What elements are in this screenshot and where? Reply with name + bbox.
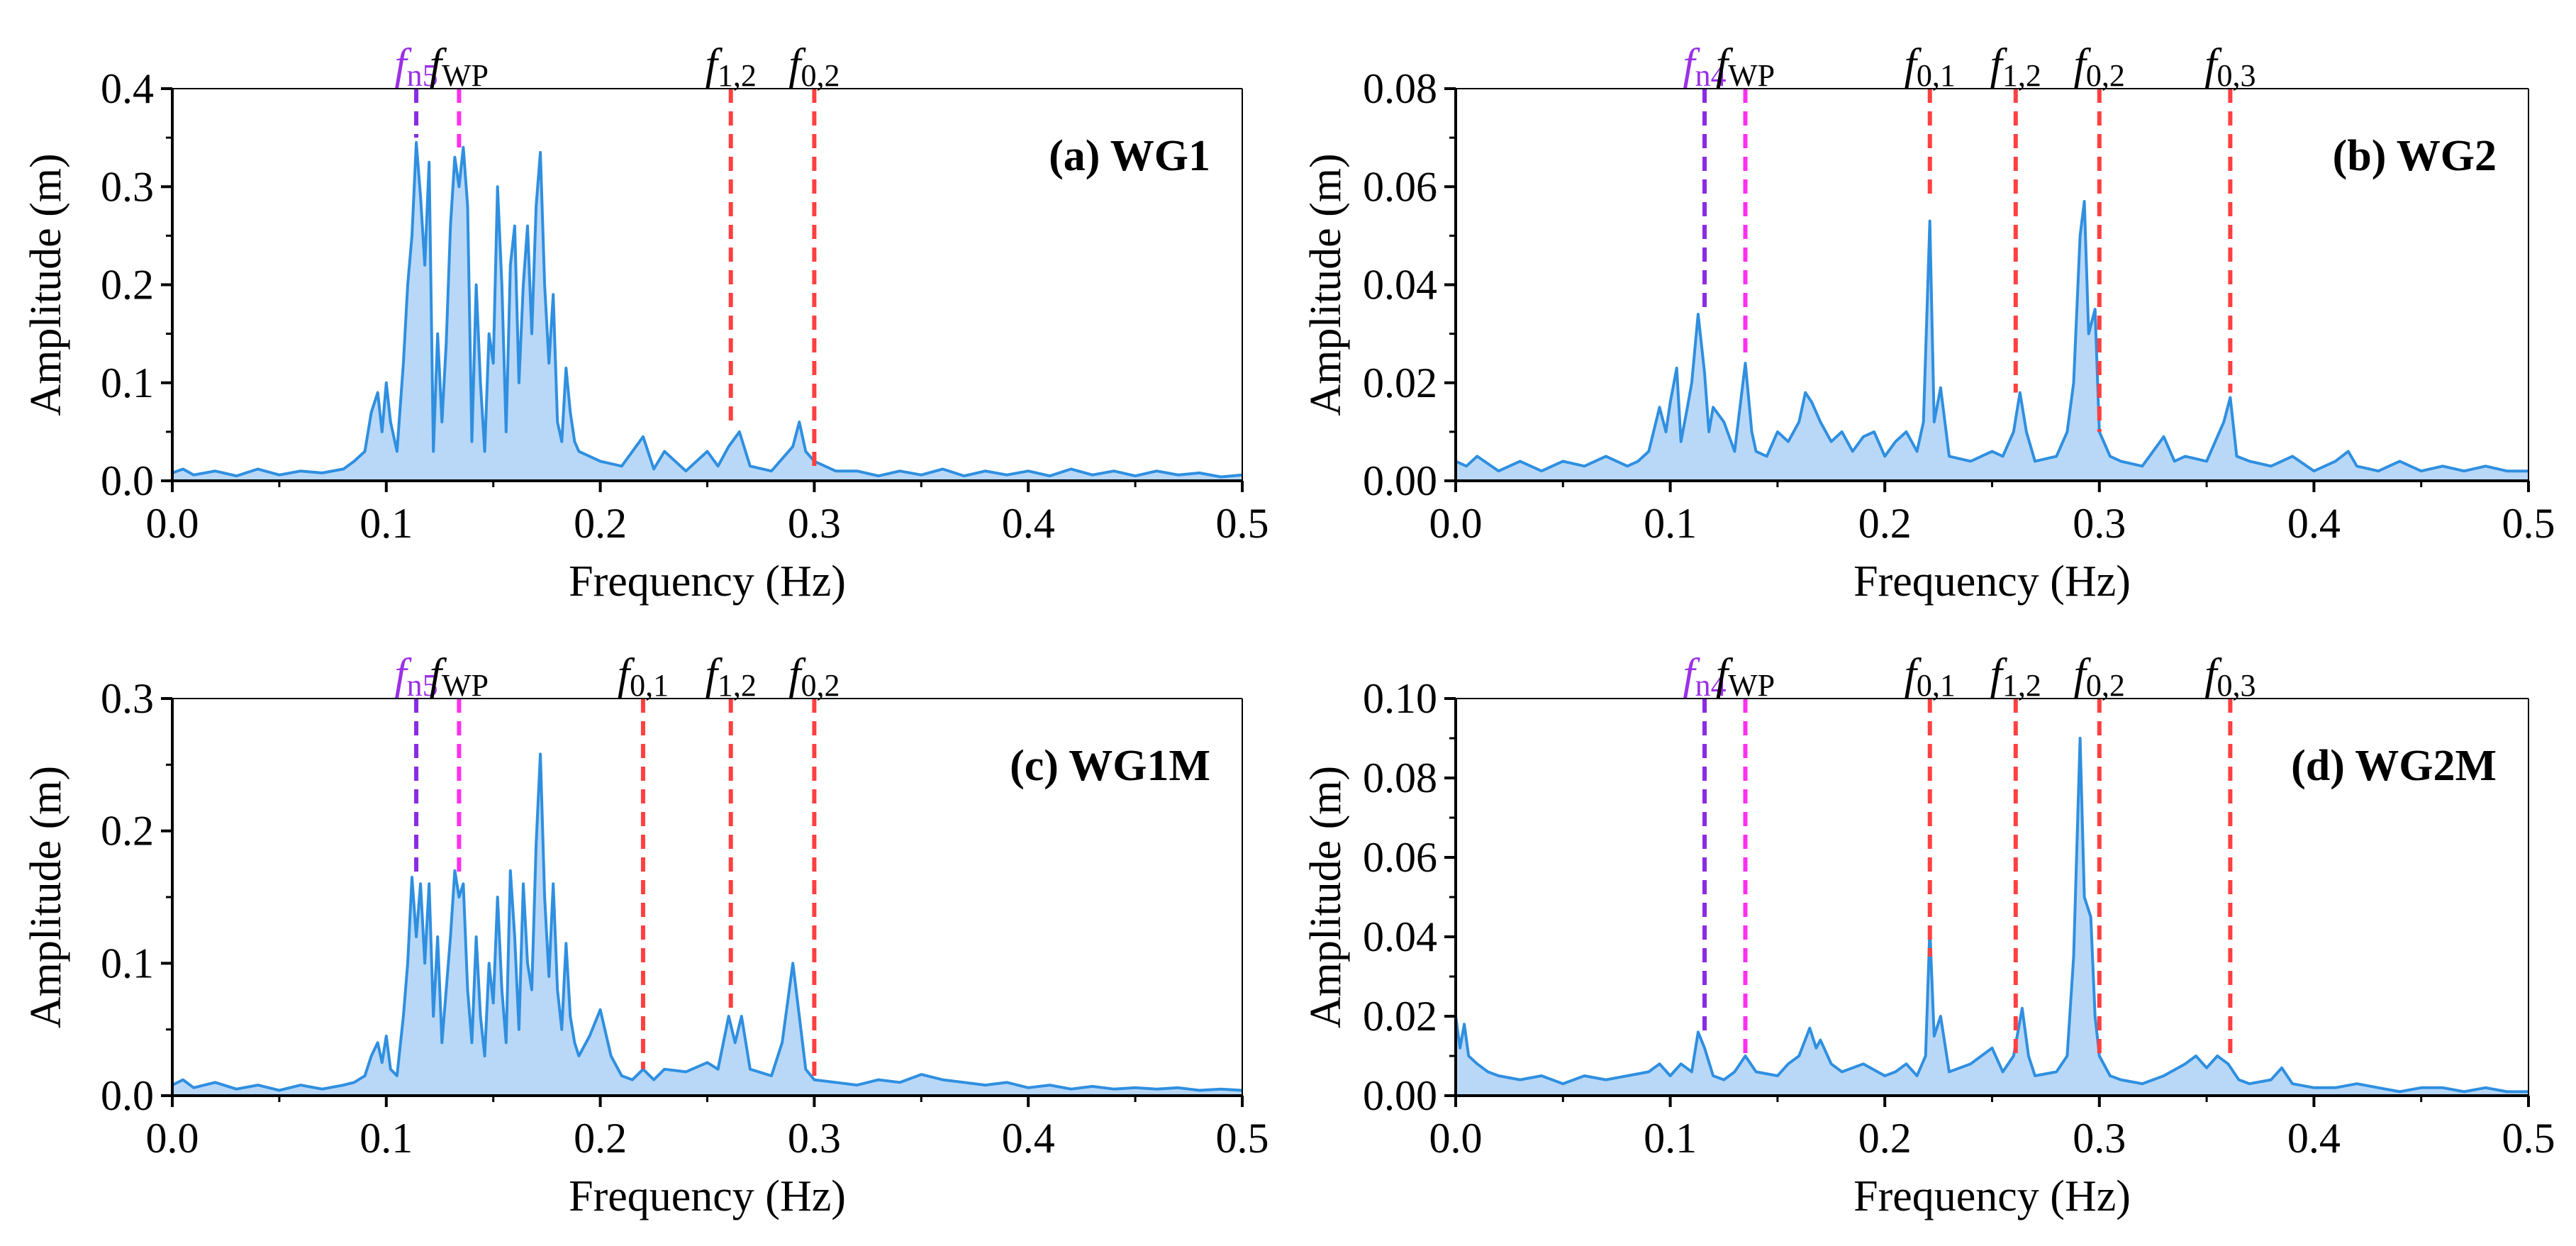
x-tick-label: 0.0: [146, 1115, 199, 1162]
series-line: [172, 141, 1243, 479]
x-tick-label: 0.5: [2502, 1115, 2555, 1162]
panel-label: (d) WG2M: [2291, 742, 2497, 790]
ref-label-0-3: f0,3: [2204, 650, 2256, 703]
y-axis-title: Amplitude (m): [1302, 766, 1350, 1028]
ref-label-0-1: f0,1: [1905, 40, 1956, 93]
ref-subscript: 0,2: [801, 668, 840, 703]
y-tick-label: 0.3: [101, 163, 154, 210]
series-line: [172, 752, 1243, 1092]
ref-subscript: n4: [1695, 668, 1727, 703]
x-tick-label: 0.0: [1429, 500, 1483, 547]
ref-label-wp: fWP: [1716, 650, 1775, 703]
x-axis-title: Frequency (Hz): [569, 1172, 846, 1220]
x-tick-label: 0.2: [1858, 1115, 1912, 1162]
ref-subscript: WP: [442, 668, 489, 703]
y-tick-label: 0.10: [1363, 675, 1437, 722]
panel-label: (b) WG2: [2333, 132, 2497, 180]
x-tick-label: 0.4: [2287, 500, 2341, 547]
y-axis-title: Amplitude (m): [22, 153, 70, 416]
ref-subscript: 1,2: [718, 668, 757, 703]
y-tick-label: 0.0: [101, 1072, 154, 1119]
y-tick-label: 0.3: [101, 675, 154, 722]
ref-label-1-2: f1,2: [1990, 650, 2041, 703]
ref-label-n5: fn5: [394, 40, 437, 93]
y-tick-label: 0.00: [1363, 457, 1437, 504]
x-axis-title: Frequency (Hz): [1853, 1172, 2131, 1220]
y-tick-label: 0.02: [1363, 360, 1437, 406]
panel-label: (c) WG1M: [1010, 742, 1210, 790]
ref-subscript: WP: [1728, 668, 1775, 703]
ref-subscript: 1,2: [2002, 58, 2041, 93]
y-tick-label: 0.4: [101, 65, 154, 112]
y-tick-label: 0.06: [1363, 834, 1437, 881]
x-tick-label: 0.4: [1002, 1115, 1055, 1162]
ref-label-1-2: f1,2: [1990, 40, 2041, 93]
x-tick-label: 0.3: [788, 500, 841, 547]
ref-label-wp: fWP: [430, 40, 489, 93]
x-tick-label: 0.1: [1644, 1115, 1697, 1162]
x-tick-label: 0.4: [2287, 1115, 2341, 1162]
ref-subscript: 0,2: [801, 58, 840, 93]
ref-subscript: n4: [1695, 58, 1727, 93]
x-tick-label: 0.3: [788, 1115, 841, 1162]
x-tick-label: 0.0: [1429, 1115, 1483, 1162]
x-tick-label: 0.3: [2073, 500, 2126, 547]
ref-subscript: 0,1: [1917, 668, 1956, 703]
y-tick-label: 0.0: [101, 457, 154, 504]
y-tick-label: 0.06: [1363, 163, 1437, 210]
y-axis-title: Amplitude (m): [1302, 153, 1350, 416]
ref-subscript: 0,3: [2217, 668, 2256, 703]
x-tick-label: 0.1: [359, 500, 413, 547]
y-tick-label: 0.1: [101, 940, 154, 986]
x-tick-label: 0.2: [1858, 500, 1912, 547]
series-line: [1455, 200, 2528, 473]
y-tick-label: 0.1: [101, 360, 154, 406]
ref-label-0-2: f0,2: [788, 40, 840, 93]
x-tick-label: 0.0: [146, 500, 199, 547]
x-tick-label: 0.1: [359, 1115, 413, 1162]
x-tick-label: 0.5: [1216, 500, 1269, 547]
ref-subscript: n5: [407, 58, 438, 93]
y-tick-label: 0.00: [1363, 1072, 1437, 1119]
series-line: [1454, 737, 2528, 1094]
y-tick-label: 0.04: [1363, 262, 1437, 308]
ref-subscript: 0,1: [630, 668, 669, 703]
ref-subscript: 0,2: [2086, 58, 2125, 93]
y-tick-label: 0.08: [1363, 755, 1437, 801]
ref-subscript: 0,2: [2086, 668, 2125, 703]
x-axis-title: Frequency (Hz): [1853, 557, 2131, 606]
ref-label-0-3: f0,3: [2204, 40, 2256, 93]
ref-subscript: WP: [1728, 58, 1775, 93]
y-axis-title: Amplitude (m): [22, 766, 70, 1028]
x-tick-label: 0.3: [2073, 1115, 2126, 1162]
y-tick-label: 0.2: [101, 262, 154, 308]
ref-label-0-2: f0,2: [2074, 40, 2125, 93]
ref-subscript: WP: [442, 58, 489, 93]
x-tick-label: 0.4: [1002, 500, 1055, 547]
x-axis-title: Frequency (Hz): [569, 557, 846, 606]
x-tick-label: 0.1: [1644, 500, 1697, 547]
y-tick-label: 0.04: [1363, 913, 1437, 960]
y-tick-label: 0.02: [1363, 993, 1437, 1040]
ref-subscript: 1,2: [2002, 668, 2041, 703]
y-tick-label: 0.2: [101, 808, 154, 855]
x-tick-label: 0.2: [574, 1115, 627, 1162]
panel-label: (a) WG1: [1049, 132, 1210, 180]
x-tick-label: 0.5: [1216, 1115, 1269, 1162]
ref-subscript: 1,2: [718, 58, 757, 93]
x-tick-label: 0.2: [574, 500, 627, 547]
ref-label-n4: fn4: [1683, 650, 1726, 703]
y-tick-label: 0.08: [1363, 65, 1437, 112]
ref-subscript: 0,1: [1917, 58, 1956, 93]
ref-subscript: n5: [407, 668, 438, 703]
ref-subscript: 0,3: [2217, 58, 2256, 93]
x-tick-label: 0.5: [2502, 500, 2555, 547]
